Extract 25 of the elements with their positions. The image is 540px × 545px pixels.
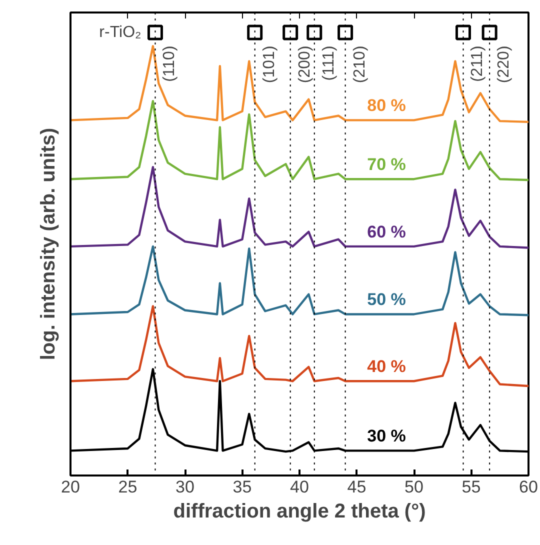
x-tick-label: 50 (404, 478, 424, 496)
y-axis-title: log. intensity (arb. units) (38, 128, 60, 360)
series-label: 30 % (367, 426, 406, 446)
x-axis-title: diffraction angle 2 theta (°) (173, 500, 426, 522)
series-label: 50 % (367, 290, 406, 310)
x-tick-label: 20 (61, 478, 80, 496)
annotation: (220) (496, 46, 513, 84)
x-tick-label: 25 (118, 478, 138, 496)
annotation: (111) (320, 46, 338, 81)
annotation: (210) (351, 46, 368, 84)
series-label: 80 % (367, 96, 406, 116)
x-tick-label: 35 (232, 478, 252, 496)
x-tick-label: 30 (176, 478, 194, 496)
x-tick-label: 55 (462, 478, 481, 496)
annotation: (110) (161, 46, 178, 82)
series-label: 60 % (367, 222, 406, 242)
legend-label: r-TiO₂ (99, 24, 142, 41)
series-label: 70 % (367, 155, 406, 174)
x-tick-label: 60 (519, 478, 538, 496)
x-tick-label: 45 (347, 478, 366, 496)
annotation: (101) (260, 46, 278, 84)
annotation: (200) (296, 46, 314, 84)
annotation: (211) (469, 46, 486, 82)
x-tick-label: 40 (290, 478, 309, 496)
series-label: 40 % (367, 357, 406, 376)
